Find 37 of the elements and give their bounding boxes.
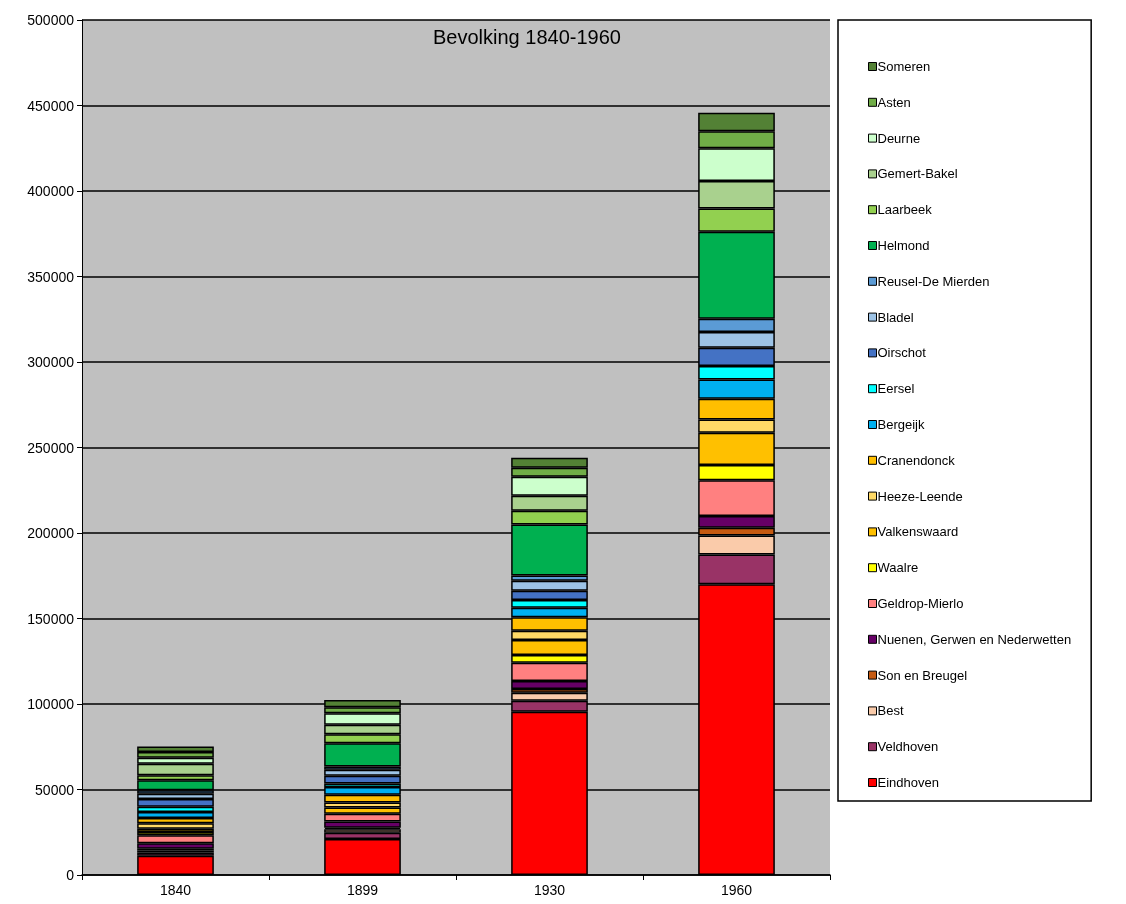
x-tick-label: 1960 <box>720 882 753 898</box>
legend-label: Gemert-Bakel <box>877 166 958 182</box>
legend-label: Eindhoven <box>877 775 939 790</box>
legend-label: Bergeijk <box>877 417 925 432</box>
chart-title: Bevolking 1840-1960 <box>433 26 621 48</box>
legend-label: Laarbeek <box>877 202 933 218</box>
y-tick-label: 150000 <box>27 610 75 627</box>
y-tick-label: 400000 <box>27 183 75 199</box>
legend-label: Oirschot <box>877 345 927 361</box>
y-tick-label: 50000 <box>35 781 75 798</box>
y-tick-label: 500000 <box>27 12 75 28</box>
legend-label: Eersel <box>877 381 915 397</box>
legend-label: Best <box>877 703 904 719</box>
legend-label: Nuenen, Gerwen en Nederwetten <box>877 631 1072 647</box>
x-tick-label: 1930 <box>533 882 566 898</box>
legend-label: Son en Breugel <box>877 667 968 683</box>
legend-label: Bladel <box>877 309 914 325</box>
y-tick-label: 250000 <box>27 439 75 456</box>
legend-label: Deurne <box>877 130 921 146</box>
x-tick-label: 1899 <box>346 882 379 898</box>
y-tick-label: 300000 <box>27 354 75 370</box>
legend-label: Cranendonck <box>877 452 956 468</box>
legend-label: Waalre <box>877 560 919 576</box>
legend-label: Helmond <box>877 238 930 253</box>
legend-label: Someren <box>877 59 931 74</box>
legend-label: Reusel-De Mierden <box>877 273 990 289</box>
legend-label: Veldhoven <box>877 739 939 755</box>
legend-label: Heeze-Leende <box>877 488 963 504</box>
legend-label: Geldrop-Mierlo <box>877 596 964 611</box>
y-tick-label: 350000 <box>27 268 75 285</box>
x-tick-label: 1840 <box>159 882 192 898</box>
y-tick-label: 100000 <box>27 696 75 712</box>
legend-label: Asten <box>877 94 911 110</box>
legend-label: Valkenswaard <box>877 524 959 540</box>
y-tick-label: 0 <box>66 867 75 883</box>
y-tick-label: 450000 <box>27 97 75 114</box>
y-tick-label: 200000 <box>27 525 75 541</box>
